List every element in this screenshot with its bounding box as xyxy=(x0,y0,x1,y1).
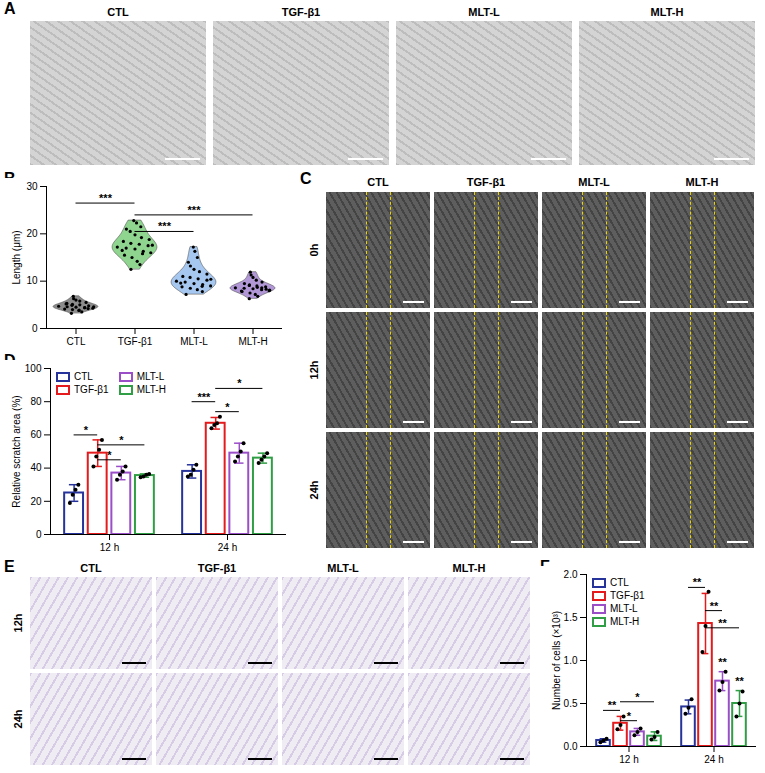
html-text:12h: 12h xyxy=(308,360,320,380)
svg-text:***: *** xyxy=(197,391,211,403)
html-text:B: B xyxy=(4,170,16,187)
html-text:MLT-L: MLT-L xyxy=(578,176,610,188)
svg-text:0.5: 0.5 xyxy=(564,698,578,709)
html-text:CTL: CTL xyxy=(107,6,129,18)
html-text:F: F xyxy=(540,558,550,575)
html-text:MLT-L: MLT-L xyxy=(136,370,165,382)
html-text:MLT-H: MLT-H xyxy=(650,6,684,18)
html-text:CTL: CTL xyxy=(80,562,102,574)
svg-text:12 h: 12 h xyxy=(619,754,638,765)
html-text:0h: 0h xyxy=(308,243,320,257)
svg-text:60: 60 xyxy=(30,429,42,440)
html-text:C: C xyxy=(300,170,312,187)
svg-text:***: *** xyxy=(99,192,113,204)
html-text:MLT-H: MLT-H xyxy=(136,383,166,395)
svg-text:MLT-H: MLT-H xyxy=(238,336,267,347)
svg-text:TGF-β1: TGF-β1 xyxy=(118,336,153,347)
svg-text:***: *** xyxy=(158,220,172,232)
svg-text:100: 100 xyxy=(25,363,42,374)
svg-text:**: ** xyxy=(735,675,744,687)
html-text:CTL: CTL xyxy=(610,576,629,588)
html-text:12h: 12h xyxy=(12,613,24,633)
svg-text:CTL: CTL xyxy=(67,336,86,347)
html-text:CTL: CTL xyxy=(74,370,93,382)
html-text:MLT-H: MLT-H xyxy=(610,615,640,627)
svg-text:20: 20 xyxy=(30,496,42,507)
html-text:CTL: CTL xyxy=(367,176,389,188)
svg-text:**: ** xyxy=(693,576,702,588)
svg-text:10: 10 xyxy=(26,275,38,286)
html-text:MLT-L: MLT-L xyxy=(327,562,359,574)
svg-text:20: 20 xyxy=(26,228,38,239)
html-text:24h: 24h xyxy=(308,480,320,500)
svg-text:1.5: 1.5 xyxy=(564,612,578,623)
html-text:TGF-β1: TGF-β1 xyxy=(281,6,321,18)
svg-text:*: * xyxy=(107,449,112,461)
html-text:24h: 24h xyxy=(12,709,24,729)
svg-text:***: *** xyxy=(188,204,202,216)
svg-text:**: ** xyxy=(718,656,727,668)
svg-text:0.0: 0.0 xyxy=(564,741,578,752)
svg-text:0: 0 xyxy=(36,529,42,540)
svg-text:**: ** xyxy=(710,600,719,612)
svg-text:**: ** xyxy=(718,617,727,629)
svg-text:80: 80 xyxy=(30,396,42,407)
html-text:MLT-H: MLT-H xyxy=(685,176,719,188)
svg-text:MLT-L: MLT-L xyxy=(180,336,208,347)
html-text:TGF-β1: TGF-β1 xyxy=(74,383,109,395)
html-text:E: E xyxy=(4,558,15,575)
svg-text:1.0: 1.0 xyxy=(564,655,578,666)
svg-text:Length (μm): Length (μm) xyxy=(11,230,22,284)
html-text:D: D xyxy=(4,352,16,369)
html-text:MLT-L: MLT-L xyxy=(468,6,500,18)
svg-text:0: 0 xyxy=(32,323,38,334)
html-text:MLT-H: MLT-H xyxy=(452,562,486,574)
svg-text:*: * xyxy=(225,401,230,413)
svg-text:*: * xyxy=(627,710,632,722)
svg-text:2.0: 2.0 xyxy=(564,569,578,580)
svg-text:Relative scratch area (%): Relative scratch area (%) xyxy=(11,395,22,507)
html-text:TGF-β1: TGF-β1 xyxy=(197,562,237,574)
svg-text:*: * xyxy=(84,424,89,436)
html-text:MLT-L: MLT-L xyxy=(610,602,638,614)
svg-text:40: 40 xyxy=(30,462,42,473)
svg-text:**: ** xyxy=(608,699,617,711)
html-text:TGF-β1: TGF-β1 xyxy=(610,589,645,601)
svg-text:24 h: 24 h xyxy=(704,754,723,765)
svg-text:30: 30 xyxy=(26,181,38,192)
html-text:A: A xyxy=(4,0,16,17)
svg-text:*: * xyxy=(635,691,640,703)
svg-text:24 h: 24 h xyxy=(218,542,237,553)
svg-text:Number of cells (×10³): Number of cells (×10³) xyxy=(551,611,562,710)
svg-text:*: * xyxy=(237,377,242,389)
html-text:TGF-β1: TGF-β1 xyxy=(466,176,506,188)
svg-text:12 h: 12 h xyxy=(100,542,119,553)
svg-text:*: * xyxy=(119,434,124,446)
